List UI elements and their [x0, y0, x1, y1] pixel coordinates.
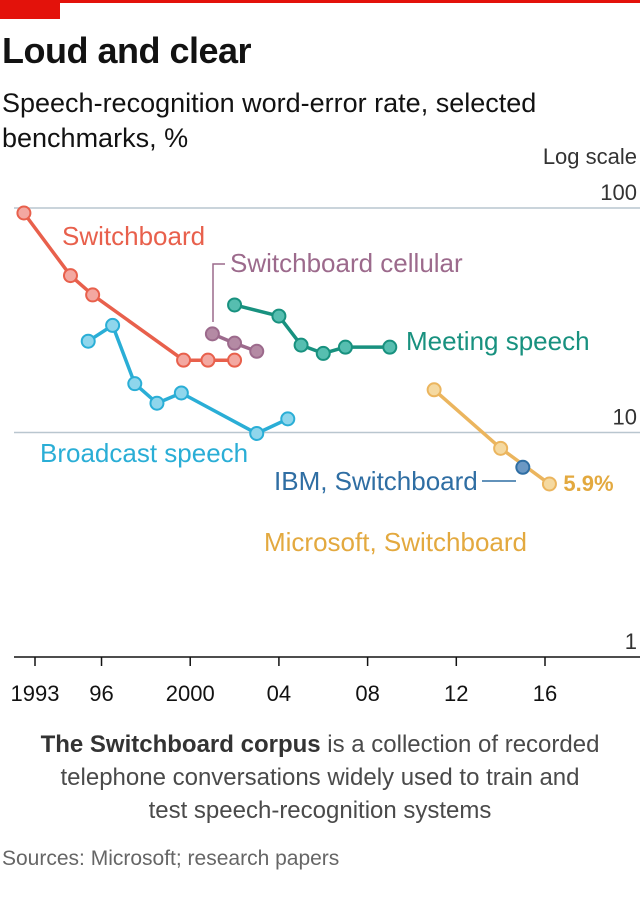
- series-label-ibm-switchboard: IBM, Switchboard: [274, 466, 478, 496]
- data-point-broadcast-speech-4: [173, 385, 189, 401]
- source-line: Sources: Microsoft; research papers: [2, 847, 340, 870]
- data-point-broadcast-speech-0: [80, 333, 96, 349]
- x-tick-label-2000: 2000: [166, 681, 215, 706]
- data-point-switchboard-3: [176, 352, 192, 368]
- data-point-switchboard-0: [16, 205, 32, 221]
- x-tick-label-04: 04: [267, 681, 291, 706]
- data-point-meeting-speech-3: [315, 345, 331, 361]
- chart-subtitle: Speech-recognition word-error rate, sele…: [2, 88, 537, 153]
- data-point-microsoft-switchboard-2: [541, 476, 557, 492]
- data-point-switchboard-4: [200, 352, 216, 368]
- y-tick-label-100: 100: [600, 180, 637, 205]
- x-axis: 1993 96 2000 04 08 12 16: [11, 656, 640, 706]
- data-point-meeting-speech-2: [293, 337, 309, 353]
- data-point-microsoft-switchboard-1: [493, 440, 509, 456]
- y-tick-label-10: 10: [613, 405, 637, 430]
- data-point-switchboard-cellular-2: [249, 343, 265, 359]
- data-point-broadcast-speech-6: [280, 411, 296, 427]
- brand-top-rule: [0, 0, 640, 3]
- data-point-meeting-speech-4: [337, 339, 353, 355]
- data-point-ibm-switchboard-0: [515, 459, 531, 475]
- series-label-switchboard: Switchboard: [62, 221, 205, 251]
- series-labels: Switchboard Switchboard cellular Meeting s…: [40, 221, 614, 557]
- x-tick-label-96: 96: [89, 681, 113, 706]
- log-scale-note: Log scale: [543, 144, 637, 169]
- leader-line-switchboard-cellular: [212, 263, 225, 322]
- annotation-label-0: 5.9%: [563, 471, 613, 496]
- series-points: [16, 205, 557, 492]
- series-line-broadcast-speech: [87, 323, 289, 436]
- data-point-broadcast-speech-5: [249, 425, 265, 441]
- data-point-broadcast-speech-1: [105, 317, 121, 333]
- series-label-meeting-speech: Meeting speech: [406, 326, 590, 356]
- data-point-switchboard-5: [227, 352, 243, 368]
- gridlines: [14, 207, 640, 434]
- x-tick-label-16: 16: [533, 681, 557, 706]
- corpus-note-bold: The Switchboard corpus: [40, 731, 321, 758]
- x-tick-label-1993: 1993: [11, 681, 60, 706]
- y-tick-labels: 100 10 1: [600, 180, 637, 654]
- series-label-switchboard-cellular: Switchboard cellular: [230, 248, 463, 278]
- series-label-broadcast-speech: Broadcast speech: [40, 438, 248, 468]
- data-point-meeting-speech-5: [382, 339, 398, 355]
- series-label-microsoft-switchboard: Microsoft, Switchboard: [264, 527, 527, 557]
- brand-tag: [0, 0, 60, 19]
- data-point-meeting-speech-1: [271, 308, 287, 324]
- data-point-microsoft-switchboard-0: [426, 382, 442, 398]
- chart-svg: Log scale 100 10 1 1993 96 2000 04 08 12 16 Swit…: [11, 144, 640, 706]
- data-point-meeting-speech-0: [227, 297, 243, 313]
- x-tick-label-08: 08: [355, 681, 379, 706]
- corpus-note-text: is a collection of recorded telephone co…: [60, 731, 600, 824]
- chart-title: Loud and clear: [2, 30, 252, 71]
- data-point-switchboard-1: [62, 268, 78, 284]
- data-point-switchboard-cellular-1: [227, 335, 243, 351]
- y-tick-label-1: 1: [625, 629, 637, 654]
- data-point-broadcast-speech-2: [127, 376, 143, 392]
- data-point-broadcast-speech-3: [149, 395, 165, 411]
- data-point-switchboard-cellular-0: [204, 326, 220, 342]
- data-point-switchboard-2: [85, 287, 101, 303]
- x-tick-label-12: 12: [444, 681, 468, 706]
- corpus-note: The Switchboard corpus is a collection o…: [40, 728, 600, 827]
